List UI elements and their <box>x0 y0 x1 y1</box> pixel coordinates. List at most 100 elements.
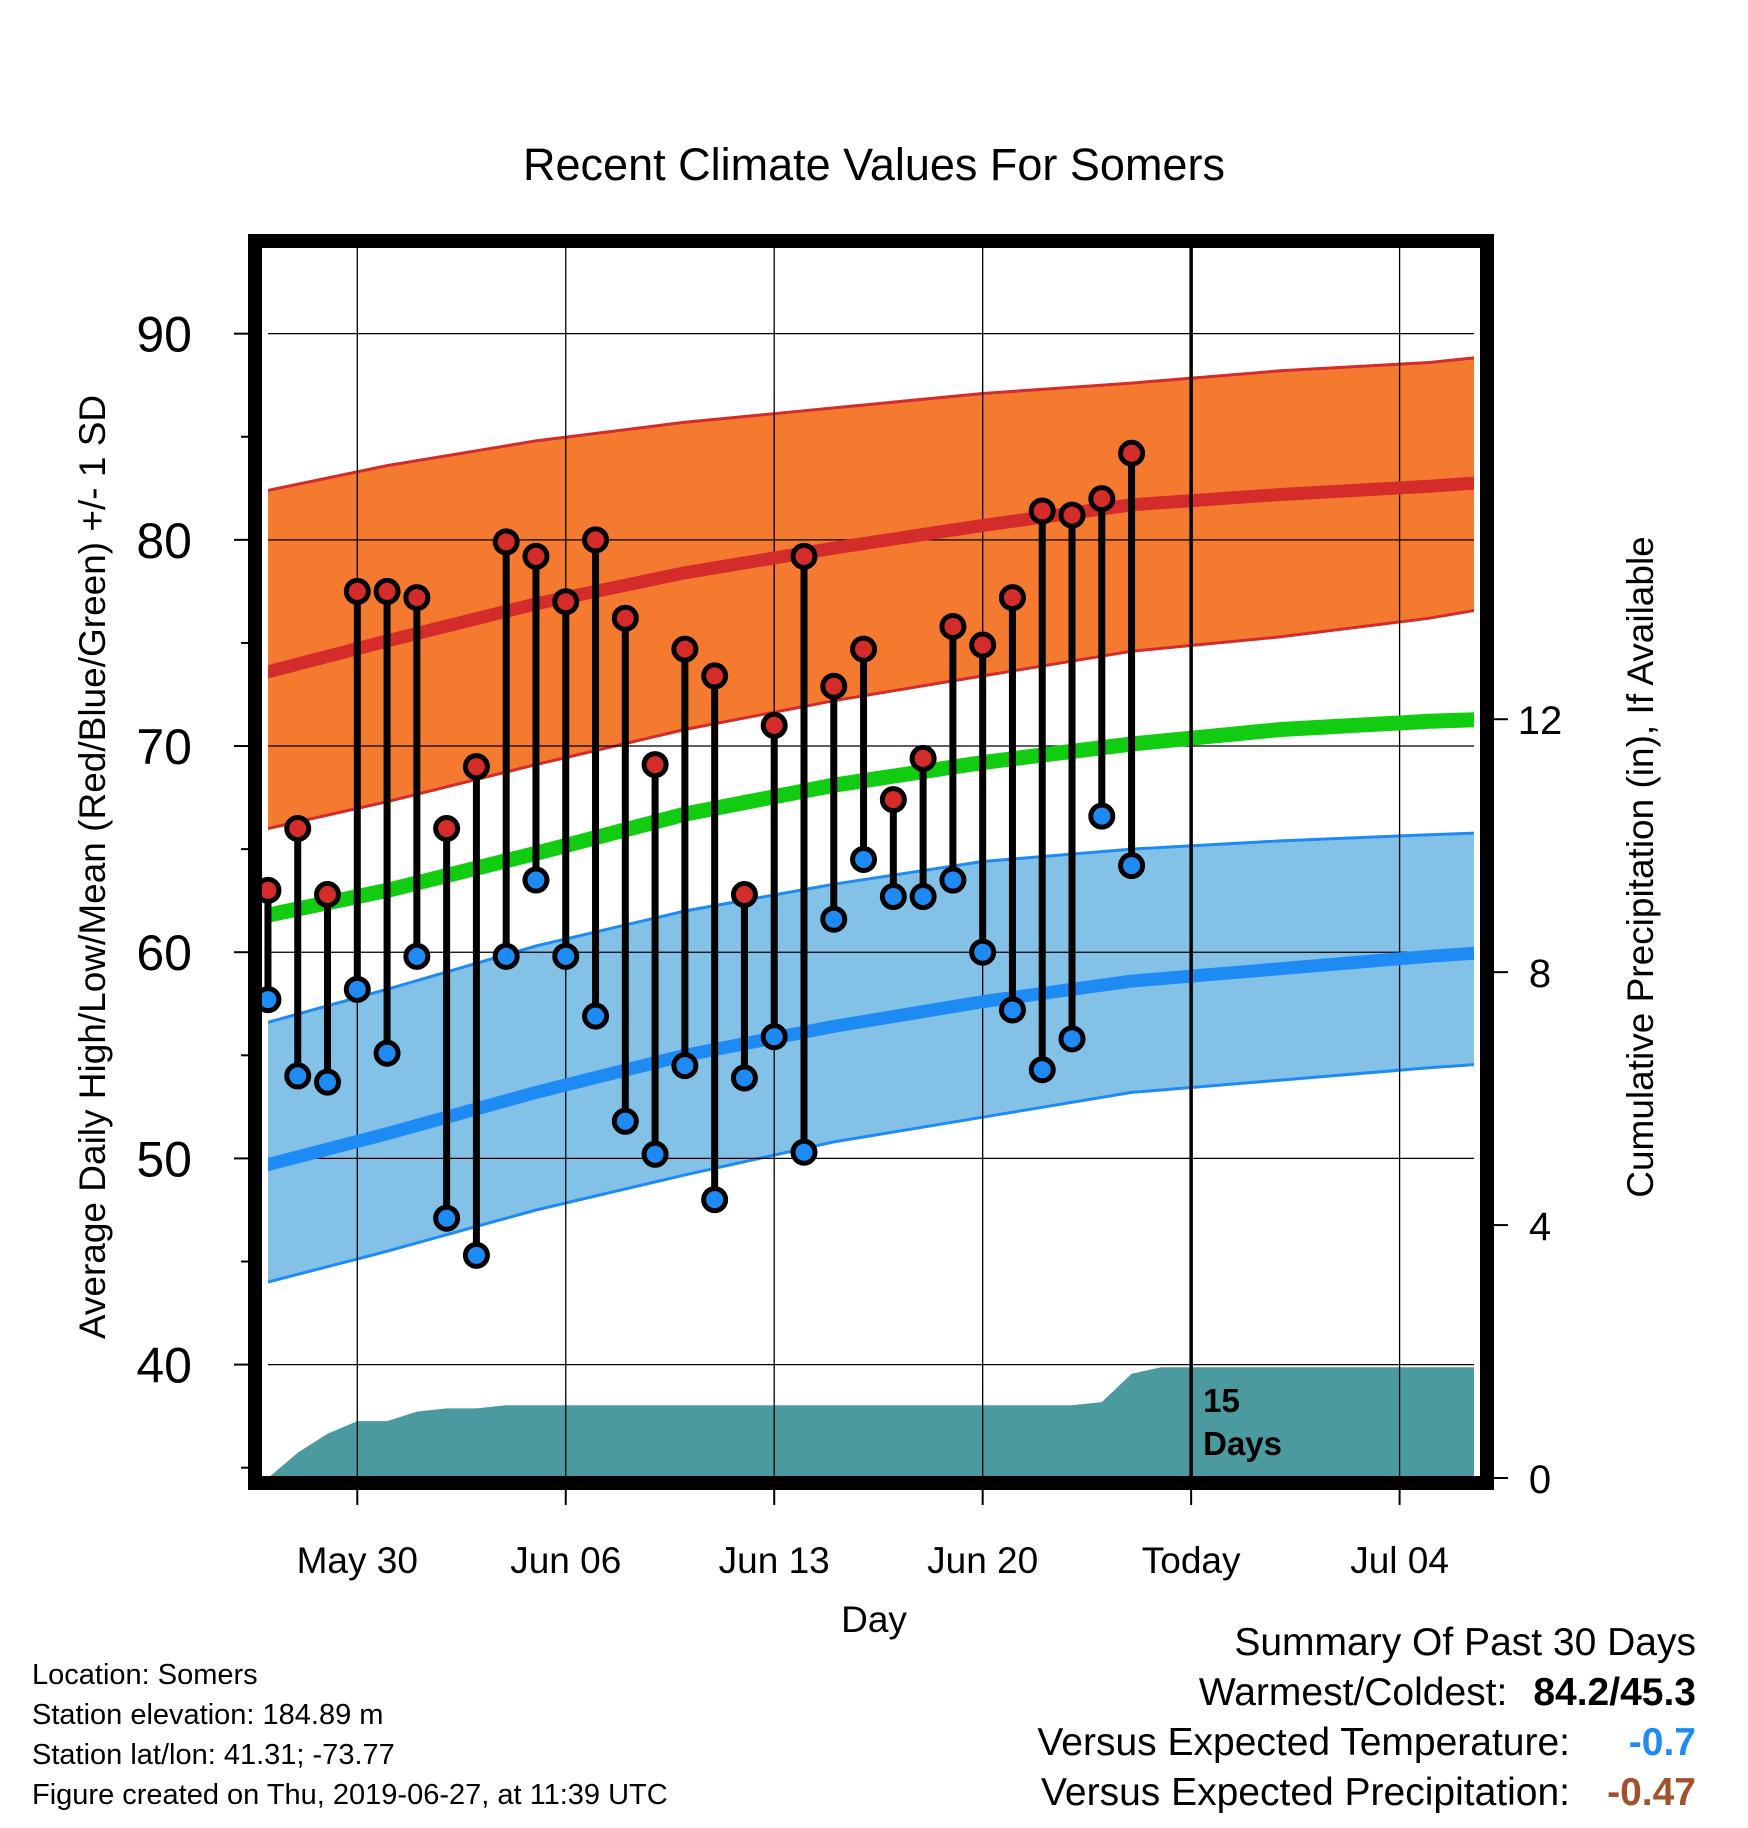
temp-value: -0.7 <box>1628 1721 1696 1764</box>
high-temp-point <box>373 577 401 605</box>
y-tick-label: 40 <box>136 1338 192 1394</box>
high-temp-point <box>611 604 639 632</box>
high-temp-point <box>433 815 461 843</box>
low-lower-edge <box>268 1063 1474 1284</box>
high-temp-point <box>760 711 788 739</box>
low-temp-point <box>522 866 550 894</box>
y-tick-label: 90 <box>136 307 192 363</box>
plot-frame <box>248 234 1494 1490</box>
y2-axis-label: Cumulative Precipitation (in), If Availa… <box>1620 536 1661 1198</box>
low-temp-point <box>552 942 580 970</box>
high-temp-point <box>314 880 342 908</box>
low-temp-point <box>343 975 371 1003</box>
low-temp-point <box>701 1186 729 1214</box>
high-upper-edge <box>268 356 1474 492</box>
low-temp-point <box>909 883 937 911</box>
high-temp-point <box>1058 501 1086 529</box>
high-temp-point <box>284 815 312 843</box>
low-temp-point <box>879 883 907 911</box>
high-sd-band <box>268 357 1474 829</box>
high-temp-point <box>641 751 669 779</box>
high-temp-point <box>1028 497 1056 525</box>
high-temp-point <box>462 753 490 781</box>
low-temp-point <box>820 905 848 933</box>
location-text: Location: Somers <box>32 1659 258 1691</box>
low-temp-point <box>582 1002 610 1030</box>
low-temp-point <box>850 845 878 873</box>
y2-tick-label: 4 <box>1529 1205 1551 1249</box>
warmest-value: 84.2/45.3 <box>1533 1671 1696 1714</box>
warmest-label: Warmest/Coldest: <box>1198 1671 1508 1714</box>
x-tick-label: May 30 <box>297 1540 418 1581</box>
high-temp-point <box>998 584 1026 612</box>
low-temp-point <box>760 1023 788 1051</box>
high-temp-point <box>1088 485 1116 513</box>
high-temp-point <box>552 588 580 616</box>
low-temp-point <box>641 1140 669 1168</box>
summary-heading-text: Summary Of Past 30 Days <box>1234 1621 1696 1664</box>
low-temp-point <box>1088 802 1116 830</box>
high-temp-point <box>522 542 550 570</box>
y-tick-label: 80 <box>136 513 192 569</box>
x-axis-label: Day <box>841 1599 907 1640</box>
high-temp-point <box>1118 439 1146 467</box>
low-temp-point <box>462 1241 490 1269</box>
low-temp-point <box>314 1068 342 1096</box>
high-temp-point <box>939 612 967 640</box>
x-tick-label: Jun 06 <box>510 1540 621 1581</box>
low-normal-line <box>268 946 1474 1172</box>
high-temp-point <box>820 672 848 700</box>
mean-normal-line <box>268 712 1474 923</box>
elevation-text: Station elevation: 184.89 m <box>32 1699 384 1731</box>
today-note-unit: Days <box>1203 1425 1282 1462</box>
y-tick-label: 70 <box>136 719 192 775</box>
high-temp-point <box>343 577 371 605</box>
y-tick-label: 60 <box>136 925 192 981</box>
low-temp-point <box>1118 852 1146 880</box>
summary-warmest-row: Warmest/Coldest: 84.2/45.3 <box>796 1668 1696 1718</box>
high-temp-point <box>850 635 878 663</box>
x-tick-label: Jul 04 <box>1350 1540 1449 1581</box>
high-normal-line <box>268 476 1474 679</box>
high-temp-point <box>403 584 431 612</box>
low-temp-point <box>790 1138 818 1166</box>
high-temp-point <box>671 635 699 663</box>
low-temp-point <box>611 1107 639 1135</box>
chart-title: Recent Climate Values For Somers <box>523 139 1225 190</box>
low-temp-point <box>284 1062 312 1090</box>
y2-tick-label: 8 <box>1529 952 1551 996</box>
latlon-text: Station lat/lon: 41.31; -73.77 <box>32 1739 395 1771</box>
y-tick-label: 50 <box>136 1131 192 1187</box>
low-temp-point <box>1058 1025 1086 1053</box>
x-tick-label: Jun 20 <box>927 1540 1038 1581</box>
today-note-number: 15 <box>1203 1382 1240 1419</box>
low-temp-point <box>433 1204 461 1232</box>
today-note: 15 Days <box>1203 1382 1282 1462</box>
temp-label: Versus Expected Temperature: <box>1037 1721 1570 1764</box>
summary-heading: Summary Of Past 30 Days <box>796 1618 1696 1668</box>
high-lower-edge <box>268 608 1474 831</box>
created-text: Figure created on Thu, 2019-06-27, at 11… <box>32 1779 668 1811</box>
low-temp-point <box>403 942 431 970</box>
low-temp-point <box>373 1039 401 1067</box>
low-temp-point <box>939 866 967 894</box>
x-tick-label: Jun 13 <box>719 1540 830 1581</box>
high-temp-point <box>969 631 997 659</box>
y2-tick-label: 0 <box>1529 1458 1551 1502</box>
high-temp-point <box>879 786 907 814</box>
high-temp-point <box>582 526 610 554</box>
x-tick-label: Today <box>1142 1540 1241 1581</box>
low-temp-point <box>998 996 1026 1024</box>
low-temp-point <box>1028 1056 1056 1084</box>
y2-tick-label: 12 <box>1518 699 1563 743</box>
low-temp-point <box>492 942 520 970</box>
precip-label: Versus Expected Precipitation: <box>1041 1771 1570 1814</box>
low-temp-point <box>671 1052 699 1080</box>
plot-area: 40 50 60 70 80 90 0 4 8 12 May 30 Jun 06 Jun 13 Jun 2… <box>136 234 1563 1581</box>
summary-precip-row: Versus Expected Precipitation: -0.47 <box>796 1768 1696 1818</box>
high-temp-point <box>790 542 818 570</box>
high-temp-point <box>730 880 758 908</box>
low-temp-point <box>969 938 997 966</box>
y-axis-label: Average Daily High/Low/Mean (Red/Blue/Gr… <box>72 395 113 1339</box>
